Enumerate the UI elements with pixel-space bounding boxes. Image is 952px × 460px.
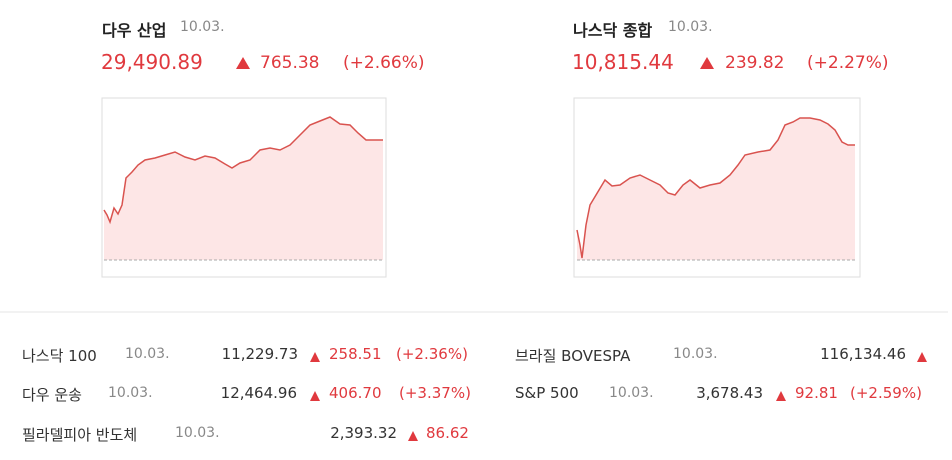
row-change: 258.51: [329, 345, 382, 363]
up-icon: [408, 431, 418, 441]
row-date: 10.03.: [108, 385, 153, 401]
up-icon: [917, 352, 927, 362]
line: [576, 117, 855, 259]
row-value: 3,678.43: [696, 384, 763, 402]
up-icon: [310, 391, 320, 401]
row-name: 필라델피아 반도체: [22, 426, 138, 444]
index-pct: (+2.27%): [807, 53, 889, 73]
index-date: 10.03.: [180, 19, 225, 35]
dow-chart: [101, 97, 387, 278]
row-date: 10.03.: [609, 385, 654, 401]
row-date: 10.03.: [125, 346, 170, 362]
row-name: S&P 500: [515, 384, 579, 402]
row-value: 2,393.32: [330, 424, 397, 442]
row-value: 11,229.73: [221, 345, 298, 363]
index-change: 765.38: [260, 53, 320, 73]
row-name: 나스닥 100: [22, 347, 97, 365]
index-name: 나스닥 종합: [573, 21, 653, 40]
row-pct: (+3.37%): [399, 384, 471, 402]
row-change: 92.81: [795, 384, 838, 402]
index-value: 29,490.89: [101, 50, 203, 74]
row-value: 12,464.96: [220, 384, 297, 402]
index-name: 다우 산업: [102, 21, 167, 40]
row-change: 86.62: [426, 424, 469, 442]
up-icon: [776, 391, 786, 401]
row-change: 406.70: [329, 384, 382, 402]
up-icon: [236, 57, 250, 69]
up-icon: [310, 352, 320, 362]
nasdaq-chart: [573, 97, 861, 278]
index-value: 10,815.44: [572, 50, 674, 74]
row-name: 브라질 BOVESPA: [515, 347, 631, 365]
row-date: 10.03.: [175, 425, 220, 441]
line: [103, 116, 383, 225]
index-change: 239.82: [725, 53, 785, 73]
row-pct: (+2.36%): [396, 345, 468, 363]
area: [577, 118, 855, 260]
row-date: 10.03.: [673, 346, 718, 362]
row-pct: (+2.59%): [850, 384, 922, 402]
index-pct: (+2.66%): [343, 53, 425, 73]
row-name: 다우 운송: [22, 386, 82, 404]
up-icon: [700, 57, 714, 69]
row-value: 116,134.46: [820, 345, 906, 363]
index-date: 10.03.: [668, 19, 713, 35]
